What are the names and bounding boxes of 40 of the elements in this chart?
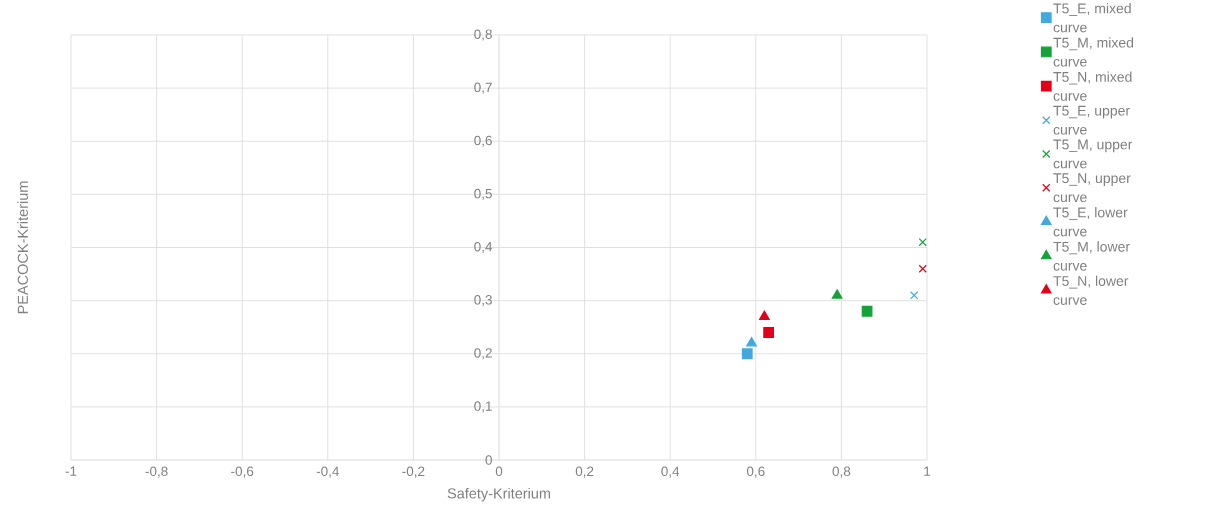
- y-tick-label: 0,4: [474, 241, 493, 254]
- x-tick-label: 0: [495, 466, 503, 477]
- point: [910, 291, 919, 300]
- legend-label: T5_E, lower curve: [1053, 207, 1128, 237]
- point: [759, 310, 770, 320]
- legend-label: T5_M, upper curve: [1053, 139, 1133, 169]
- x-tick-label: 0,8: [832, 466, 851, 478]
- y-tick-label: 0,3: [474, 295, 492, 307]
- x-tick-label: -1: [65, 466, 77, 476]
- y-axis-title: PEACOCK-Kriterium: [17, 181, 28, 314]
- x-tick-label: -0,2: [402, 466, 425, 478]
- legend-label: T5_N, mixed curve: [1053, 71, 1132, 101]
- legend-label: T5_M, mixed curve: [1053, 37, 1134, 67]
- point: [831, 289, 843, 299]
- y-tick-label: 0: [485, 455, 492, 465]
- legend-label: T5_E, mixed curve: [1053, 3, 1131, 33]
- legend-label: T5_N, lower curve: [1053, 275, 1129, 305]
- y-tick-label: 0,7: [474, 82, 492, 94]
- point: [746, 337, 757, 347]
- y-tick-label: 0,8: [474, 29, 492, 41]
- legend-label: T5_M, lower curve: [1053, 241, 1130, 271]
- y-tick-label: 0,2: [474, 348, 492, 360]
- y-tick-label: 0,1: [474, 401, 492, 413]
- point: [918, 264, 927, 273]
- x-tick-label: 0,4: [661, 466, 680, 478]
- x-tick-label: 1: [924, 466, 931, 476]
- point: [918, 238, 927, 247]
- x-tick-label: 0,6: [746, 466, 765, 478]
- legend-label: T5_E, upper curve: [1053, 105, 1130, 135]
- x-tick-label: 0,2: [575, 466, 594, 478]
- x-tick-label: -0,8: [145, 466, 168, 478]
- y-tick-label: 0,5: [474, 188, 492, 200]
- point: [741, 348, 753, 360]
- point: [763, 327, 775, 338]
- y-tick-label: 0,6: [474, 135, 492, 147]
- x-axis-title: Safety-Kriterium: [447, 487, 551, 502]
- x-tick-label: -0,6: [231, 466, 254, 478]
- legend-label: T5_N, upper curve: [1053, 173, 1131, 203]
- x-tick-label: -0,4: [316, 466, 340, 478]
- point: [861, 305, 873, 317]
